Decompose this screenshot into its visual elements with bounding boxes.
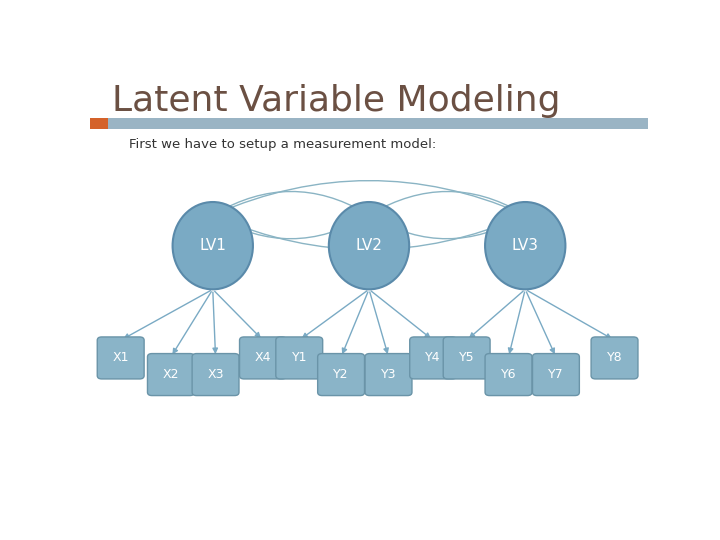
FancyBboxPatch shape [485, 354, 532, 396]
FancyBboxPatch shape [90, 118, 648, 129]
Text: Y2: Y2 [333, 368, 349, 381]
Ellipse shape [173, 202, 253, 289]
Ellipse shape [329, 202, 409, 289]
FancyBboxPatch shape [276, 337, 323, 379]
Text: LV3: LV3 [512, 238, 539, 253]
Text: First we have to setup a measurement model:: First we have to setup a measurement mod… [129, 138, 436, 151]
Text: Y1: Y1 [292, 352, 307, 365]
FancyBboxPatch shape [90, 118, 108, 129]
Text: Y3: Y3 [381, 368, 396, 381]
Text: LV2: LV2 [356, 238, 382, 253]
Text: Y8: Y8 [607, 352, 622, 365]
Ellipse shape [485, 202, 565, 289]
Text: Y6: Y6 [500, 368, 516, 381]
FancyBboxPatch shape [410, 337, 456, 379]
FancyBboxPatch shape [240, 337, 287, 379]
FancyBboxPatch shape [192, 354, 239, 396]
Text: X1: X1 [112, 352, 129, 365]
Text: Y5: Y5 [459, 352, 474, 365]
FancyBboxPatch shape [97, 337, 144, 379]
FancyBboxPatch shape [444, 337, 490, 379]
Text: Latent Variable Modeling: Latent Variable Modeling [112, 84, 561, 118]
FancyBboxPatch shape [318, 354, 364, 396]
Text: X4: X4 [255, 352, 271, 365]
FancyBboxPatch shape [365, 354, 412, 396]
Text: LV1: LV1 [199, 238, 226, 253]
Text: X2: X2 [163, 368, 179, 381]
FancyBboxPatch shape [148, 354, 194, 396]
FancyBboxPatch shape [533, 354, 580, 396]
Text: Y4: Y4 [426, 352, 441, 365]
FancyBboxPatch shape [591, 337, 638, 379]
Text: Y7: Y7 [548, 368, 564, 381]
Text: X3: X3 [207, 368, 224, 381]
